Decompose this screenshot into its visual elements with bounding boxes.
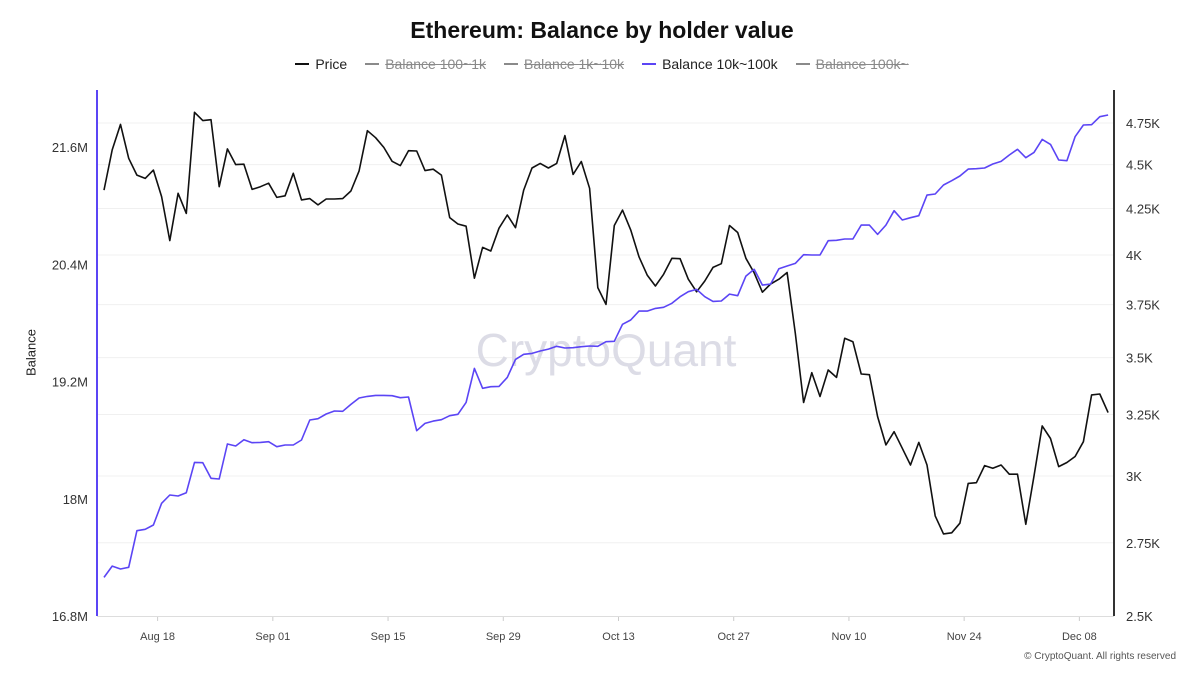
x-tick-label: Aug 18 <box>140 631 175 643</box>
y-right-tick-label: 4.5K <box>1126 158 1153 173</box>
legend-item[interactable]: Balance 10k~100k <box>642 56 778 72</box>
legend-swatch <box>642 63 657 65</box>
y-right-tick-label: 4K <box>1126 248 1142 263</box>
x-tick-label: Sep 29 <box>486 631 521 643</box>
x-tick-label: Oct 13 <box>602 631 634 643</box>
y-right-tick-label: 3.75K <box>1126 298 1160 313</box>
legend-label: Balance 10k~100k <box>662 56 778 72</box>
x-tick-label: Sep 15 <box>371 631 406 643</box>
x-tick-label: Nov 24 <box>947 631 982 643</box>
x-tick-label: Nov 10 <box>832 631 867 643</box>
legend-label: Balance 100k~ <box>815 56 909 72</box>
y-right-tick-label: 3.25K <box>1126 408 1160 423</box>
legend-swatch <box>504 63 519 65</box>
watermark: CryptoQuant <box>476 324 737 376</box>
legend-swatch <box>295 63 310 65</box>
x-tick-label: Dec 08 <box>1062 631 1097 643</box>
y-left-tick-label: 21.6M <box>52 140 88 155</box>
x-tick-label: Sep 01 <box>255 631 290 643</box>
y-right-tick-label: 3K <box>1126 469 1142 484</box>
y-right-tick-label: 2.5K <box>1126 609 1153 624</box>
y-left-tick-label: 19.2M <box>52 375 88 390</box>
legend-item[interactable]: Price <box>295 56 347 72</box>
legend-item[interactable]: Balance 100~1k <box>365 56 486 72</box>
legend-label: Balance 100~1k <box>385 56 487 72</box>
y-left-tick-label: 20.4M <box>52 257 88 272</box>
legend-swatch <box>365 63 380 65</box>
legend-label: Balance 1k~10k <box>524 56 625 72</box>
series-line-balance-10k-100k <box>103 114 1109 578</box>
y-left-tick-label: 16.8M <box>52 609 88 624</box>
chart-title: Ethereum: Balance by holder value <box>410 17 794 43</box>
legend-label: Price <box>315 56 348 72</box>
legend-item[interactable]: Balance 100k~ <box>795 56 909 72</box>
legend-swatch <box>795 63 810 65</box>
y-right-tick-label: 3.5K <box>1126 351 1153 366</box>
x-tick-label: Oct 27 <box>718 631 750 643</box>
series-line-price <box>103 111 1109 535</box>
copyright: © CryptoQuant. All rights reserved <box>1024 651 1176 662</box>
y-right-tick-label: 4.25K <box>1126 201 1160 216</box>
y-right-tick-label: 4.75K <box>1126 116 1160 131</box>
legend: Price Balance 100~1k Balance 1k~10k Balance… <box>0 56 1204 72</box>
y-right-tick-label: 2.75K <box>1126 536 1160 551</box>
y-left-tick-label: 18M <box>63 492 88 507</box>
legend-item[interactable]: Balance 1k~10k <box>504 56 624 72</box>
